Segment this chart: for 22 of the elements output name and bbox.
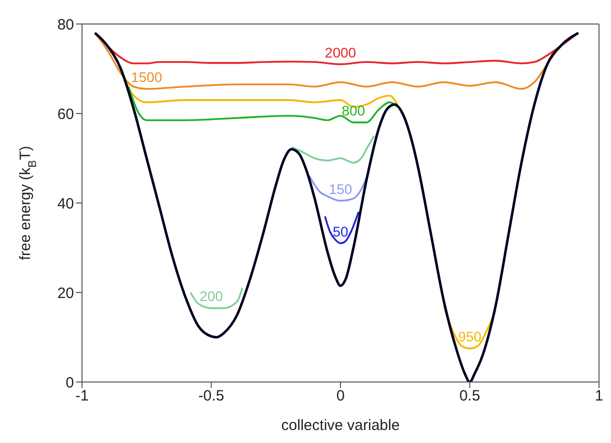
- series-label: 800: [342, 102, 366, 118]
- y-tick-label: 60: [57, 106, 74, 123]
- y-tick-label: 80: [57, 16, 74, 34]
- series-label: 950: [458, 328, 482, 344]
- line-series: [94, 32, 580, 382]
- series-label: 50: [332, 223, 348, 240]
- x-tick-label: -1: [75, 388, 89, 405]
- line-series: [324, 211, 360, 244]
- x-tick-label: 0: [336, 388, 345, 405]
- y-tick-label: 20: [57, 284, 74, 302]
- y-tick-label: 40: [57, 195, 74, 212]
- line-series: [128, 86, 398, 124]
- x-tick-label: 1: [594, 388, 604, 405]
- series-label: 1500: [131, 68, 162, 85]
- series-label: 150: [328, 180, 352, 197]
- y-tick-label: 0: [66, 374, 74, 392]
- x-axis-title: collective variable: [281, 417, 400, 434]
- series-label: 200: [200, 288, 224, 304]
- line-series: [308, 170, 370, 202]
- x-tick-label: -0.5: [198, 388, 224, 405]
- series-label: 2000: [324, 44, 356, 60]
- x-tick-label: 0.5: [459, 388, 480, 405]
